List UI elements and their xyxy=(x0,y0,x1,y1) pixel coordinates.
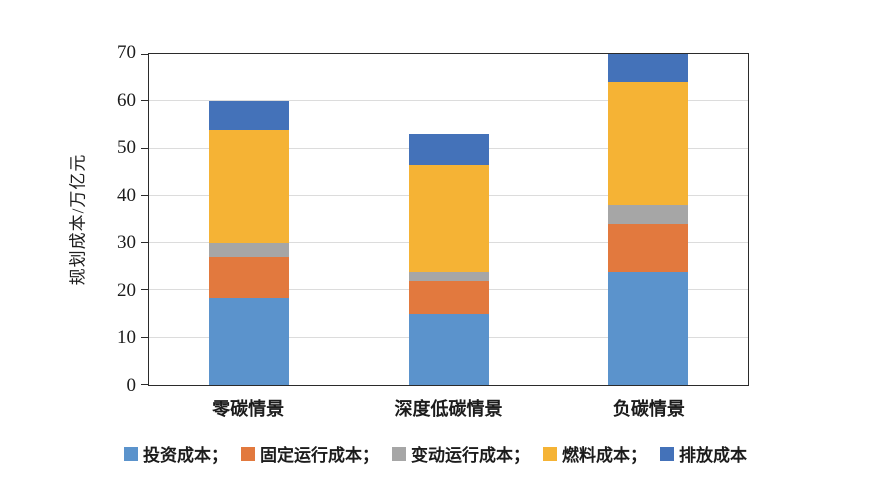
bar-segment xyxy=(408,165,489,272)
bar-segment xyxy=(608,54,689,83)
bar-segment xyxy=(608,271,689,385)
plot-area xyxy=(141,53,749,386)
bar-segment xyxy=(408,271,489,281)
bar-segment xyxy=(408,134,489,166)
y-tick-label-20: 20 xyxy=(117,279,136,301)
legend-label: 燃料成本； xyxy=(562,446,647,465)
bar-segment xyxy=(208,129,289,244)
legend-item-3: 变动运行成本； xyxy=(392,441,530,466)
bar-segment xyxy=(208,101,289,130)
bar-segment xyxy=(208,297,289,385)
y-tick-mark-60 xyxy=(141,100,148,102)
y-tick-label-40: 40 xyxy=(117,184,136,206)
y-tick-mark-10 xyxy=(141,336,148,338)
legend-swatch-icon xyxy=(392,446,406,461)
gridline-60 xyxy=(149,100,748,102)
legend-item-2: 固定运行成本； xyxy=(241,441,379,466)
legend-item-4: 燃料成本； xyxy=(543,441,647,466)
legend-swatch-icon xyxy=(124,446,138,461)
legend-swatch-icon xyxy=(241,446,255,461)
y-tick-label-60: 60 xyxy=(117,89,136,111)
legend: 投资成本； 固定运行成本； 变动运行成本； 燃料成本； 排放成本 xyxy=(124,441,747,466)
x-axis-label-3: 负碳情景 xyxy=(612,399,685,419)
legend-label: 投资成本； xyxy=(143,446,228,465)
bar-segment xyxy=(408,280,489,315)
bar-segment xyxy=(208,257,289,298)
x-axis-labels: 零碳情景 深度低碳情景 负碳情景 xyxy=(148,395,749,421)
y-tick-mark-20 xyxy=(141,289,148,291)
legend-item-1: 投资成本； xyxy=(124,441,228,466)
y-tick-label-10: 10 xyxy=(117,327,136,349)
bar-segment xyxy=(208,243,289,258)
y-tick-label-0: 0 xyxy=(126,375,137,396)
legend-swatch-icon xyxy=(660,446,674,461)
legend-label: 固定运行成本； xyxy=(260,446,379,465)
bar-segment xyxy=(608,205,689,225)
y-tick-label-70: 70 xyxy=(117,42,136,63)
bar-segment xyxy=(608,224,689,272)
y-tick-mark-50 xyxy=(141,147,148,149)
y-tick-label-50: 50 xyxy=(117,137,136,159)
bar-segment xyxy=(608,82,689,206)
legend-label: 变动运行成本； xyxy=(411,446,530,465)
y-axis-ticks: 0 10 20 30 40 50 60 70 xyxy=(0,43,136,396)
bar-group-3 xyxy=(608,54,689,385)
bar-group-2 xyxy=(408,54,489,385)
x-axis-label-2: 深度低碳情景 xyxy=(394,399,503,419)
y-tick-mark-30 xyxy=(141,242,148,244)
y-tick-mark-40 xyxy=(141,194,148,196)
bar-segment xyxy=(408,314,489,385)
x-axis-label-1: 零碳情景 xyxy=(212,399,285,419)
legend-label: 排放成本 xyxy=(679,446,747,465)
legend-swatch-icon xyxy=(543,446,557,461)
y-tick-mark-70 xyxy=(141,54,148,55)
legend-item-5: 排放成本 xyxy=(660,441,747,466)
y-tick-mark-0 xyxy=(141,384,148,385)
y-tick-label-30: 30 xyxy=(117,232,136,254)
bar-group-1 xyxy=(208,54,289,385)
